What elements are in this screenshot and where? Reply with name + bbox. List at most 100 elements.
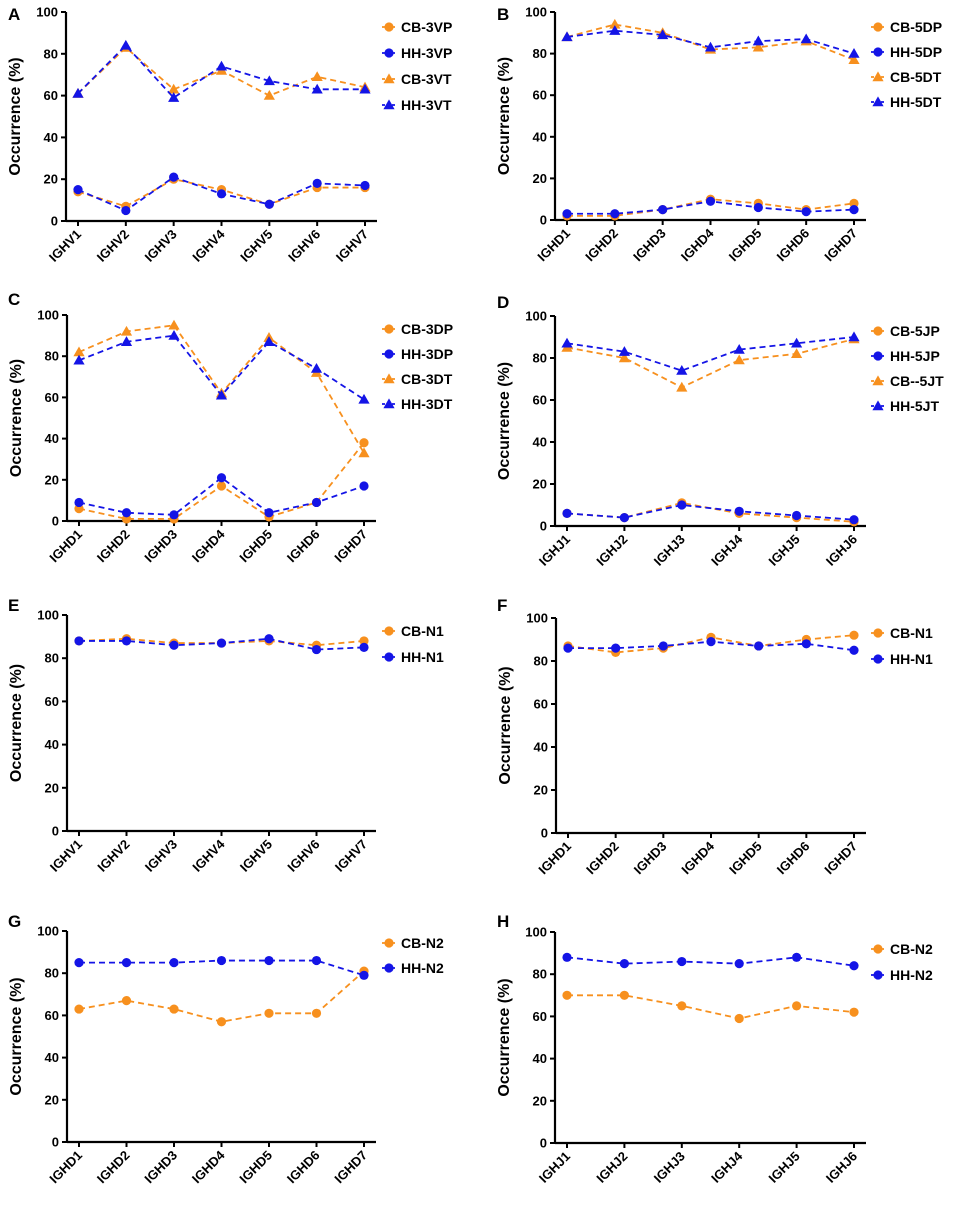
legend-item-hh-3dp: HH-3DP (382, 346, 453, 362)
data-point (169, 958, 179, 968)
legend-marker (384, 626, 394, 636)
x-tick-label-ighd4: IGHD4 (189, 526, 228, 565)
data-point (792, 952, 802, 962)
data-point (733, 354, 745, 365)
data-point (311, 83, 323, 94)
legend-marker (873, 944, 883, 954)
legend-label: CB-N1 (890, 625, 933, 641)
data-point (310, 362, 323, 373)
data-point (849, 645, 859, 655)
y-tick-label: 60 (45, 390, 59, 405)
legend-marker (872, 375, 884, 386)
data-point (733, 344, 745, 354)
y-axis-title: Occurrence (%) (8, 359, 25, 477)
x-tick-label-ighd4: IGHD4 (189, 1147, 228, 1186)
legend-item-cb-3vp: CB-3VP (382, 19, 452, 35)
data-point (215, 389, 228, 400)
data-point (791, 337, 803, 348)
legend-label: CB-3VP (401, 19, 452, 35)
x-tick-label-ighd5: IGHD5 (236, 1148, 275, 1187)
x-tick-label-ighd2: IGHD2 (582, 226, 621, 265)
data-point (618, 352, 630, 363)
legend-label: CB-N2 (890, 941, 933, 957)
panel-letter-a: A (8, 5, 20, 24)
y-tick-label: 60 (45, 1008, 59, 1023)
y-tick-label: 0 (540, 519, 547, 534)
series-line (566, 338, 855, 389)
y-tick-label: 100 (37, 924, 59, 939)
x-tick-label-ighd2: IGHD2 (94, 527, 133, 566)
legend-marker (383, 373, 395, 384)
legend-item-hh-n2: HH-N2 (871, 967, 933, 983)
series-hh-3vt (72, 39, 371, 102)
legend-marker (873, 326, 883, 336)
data-point (216, 481, 227, 491)
data-point (677, 1001, 687, 1011)
data-point (216, 955, 227, 966)
data-point (562, 990, 572, 1000)
y-tick-label: 0 (541, 826, 548, 841)
series-cb-3dt (73, 319, 370, 458)
series-cb-3vt (72, 41, 371, 100)
legend-item-cb-3dt: CB-3DT (382, 371, 453, 387)
y-tick-label: 100 (526, 611, 548, 626)
data-point (263, 75, 275, 86)
data-point (849, 961, 859, 971)
y-tick-label: 100 (36, 5, 58, 20)
legend-item-cb-3vt: CB-3VT (382, 71, 452, 87)
y-axis-title: Occurrence (%) (7, 57, 24, 175)
legend-item-cb-n1: CB-N1 (382, 623, 444, 639)
legend-label: CB-3DT (401, 371, 453, 387)
x-tick-label-ighd6: IGHD6 (774, 226, 813, 265)
x-tick-label-ighv1: IGHV1 (46, 227, 84, 265)
data-point (562, 952, 572, 962)
legend-item-hh-n2: HH-N2 (382, 960, 444, 976)
panel-letter-h: H (497, 912, 509, 931)
data-point (74, 958, 84, 968)
y-tick-label: 20 (533, 171, 547, 186)
legend-label: CB-N2 (401, 935, 444, 951)
series-hh-5jt (561, 331, 860, 375)
legend-label: CB-3DP (401, 321, 453, 337)
panel-letter-c: C (8, 290, 20, 309)
data-point (359, 83, 371, 94)
y-tick-label: 60 (533, 393, 547, 408)
legend-marker (384, 324, 394, 334)
x-tick-label-ighj6: IGHJ6 (823, 1149, 860, 1186)
legend-label: CB--5JT (890, 373, 944, 389)
x-tick-label-ighd7: IGHD7 (331, 527, 370, 566)
y-tick-label: 40 (45, 431, 59, 446)
x-tick-label-ighv4: IGHV4 (189, 836, 228, 875)
legend-item-cb-n2: CB-N2 (871, 941, 933, 957)
y-tick-label: 100 (525, 309, 547, 324)
data-point (562, 209, 572, 219)
legend-label: HH-N2 (890, 967, 933, 983)
legend-label: HH-3VP (401, 45, 452, 61)
data-point (169, 172, 179, 182)
x-tick-label-ighj2: IGHJ2 (593, 1149, 630, 1186)
legend-marker (383, 73, 395, 84)
data-point (704, 41, 717, 52)
legend-item-cb-5dp: CB-5DP (871, 19, 942, 35)
x-tick-label-ighv5: IGHV5 (237, 837, 275, 875)
y-tick-label: 100 (525, 5, 547, 20)
panel-letter-f: F (497, 596, 507, 615)
legend-item-hh-3vt: HH-3VT (382, 97, 452, 113)
x-tick-label-ighd7: IGHD7 (331, 1148, 370, 1187)
data-point (168, 330, 180, 340)
y-tick-label: 60 (533, 88, 547, 103)
x-tick-label-ighd1: IGHD1 (46, 527, 85, 566)
y-tick-label: 80 (534, 654, 548, 669)
legend-label: HH-5DT (890, 94, 942, 110)
legend-marker (873, 628, 883, 638)
data-point (848, 48, 860, 58)
y-tick-label: 60 (533, 1009, 547, 1024)
data-point (618, 346, 630, 356)
legend-marker (384, 963, 394, 973)
data-point (676, 365, 688, 375)
data-point (311, 1008, 322, 1018)
legend-item-cb-n2: CB-N2 (382, 935, 444, 951)
data-point (848, 54, 860, 65)
legend-item-hh-n1: HH-N1 (871, 651, 933, 667)
